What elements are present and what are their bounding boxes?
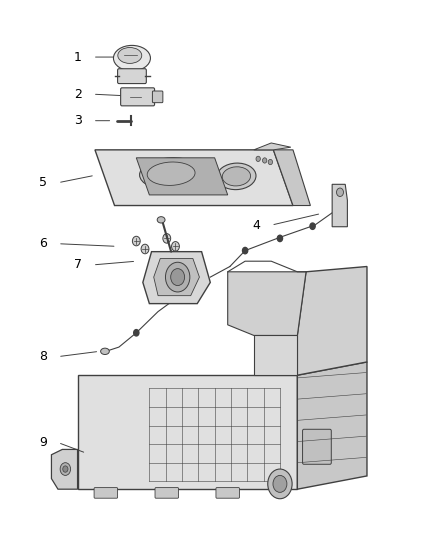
Ellipse shape — [222, 167, 251, 186]
Circle shape — [262, 158, 267, 163]
Circle shape — [268, 159, 272, 165]
Text: 7: 7 — [74, 259, 82, 271]
Circle shape — [310, 223, 315, 229]
Polygon shape — [95, 150, 293, 206]
Polygon shape — [228, 272, 306, 335]
Text: 9: 9 — [39, 436, 47, 449]
Circle shape — [336, 188, 343, 197]
Polygon shape — [51, 449, 78, 489]
Polygon shape — [297, 362, 367, 489]
Circle shape — [277, 235, 283, 241]
Polygon shape — [254, 143, 291, 150]
Text: 2: 2 — [74, 87, 82, 101]
Circle shape — [63, 466, 68, 472]
Circle shape — [141, 244, 149, 254]
Circle shape — [273, 475, 287, 492]
Circle shape — [243, 247, 248, 254]
Circle shape — [132, 236, 140, 246]
Polygon shape — [78, 375, 297, 489]
Ellipse shape — [157, 216, 165, 223]
FancyBboxPatch shape — [216, 488, 240, 498]
Ellipse shape — [118, 47, 142, 63]
Ellipse shape — [140, 158, 203, 190]
Circle shape — [134, 329, 139, 336]
Circle shape — [60, 463, 71, 475]
Ellipse shape — [101, 348, 110, 354]
FancyBboxPatch shape — [117, 69, 146, 84]
Polygon shape — [143, 252, 210, 304]
Polygon shape — [297, 266, 367, 375]
Circle shape — [166, 262, 190, 292]
Text: 5: 5 — [39, 176, 47, 189]
Text: 8: 8 — [39, 350, 47, 363]
FancyBboxPatch shape — [303, 429, 331, 464]
Circle shape — [163, 233, 171, 243]
Text: 4: 4 — [252, 219, 260, 232]
Circle shape — [268, 469, 292, 499]
FancyBboxPatch shape — [94, 488, 117, 498]
Ellipse shape — [217, 163, 256, 190]
Polygon shape — [154, 259, 199, 296]
Circle shape — [171, 269, 185, 286]
FancyBboxPatch shape — [152, 91, 163, 103]
Circle shape — [172, 241, 180, 251]
Polygon shape — [254, 335, 297, 375]
Text: 3: 3 — [74, 114, 82, 127]
Text: 1: 1 — [74, 51, 82, 63]
Text: 6: 6 — [39, 237, 47, 250]
Ellipse shape — [147, 162, 195, 185]
Ellipse shape — [113, 45, 150, 71]
FancyBboxPatch shape — [120, 88, 155, 106]
Polygon shape — [332, 184, 347, 227]
Polygon shape — [273, 150, 311, 206]
Polygon shape — [136, 158, 228, 195]
Circle shape — [256, 156, 260, 161]
FancyBboxPatch shape — [155, 488, 179, 498]
